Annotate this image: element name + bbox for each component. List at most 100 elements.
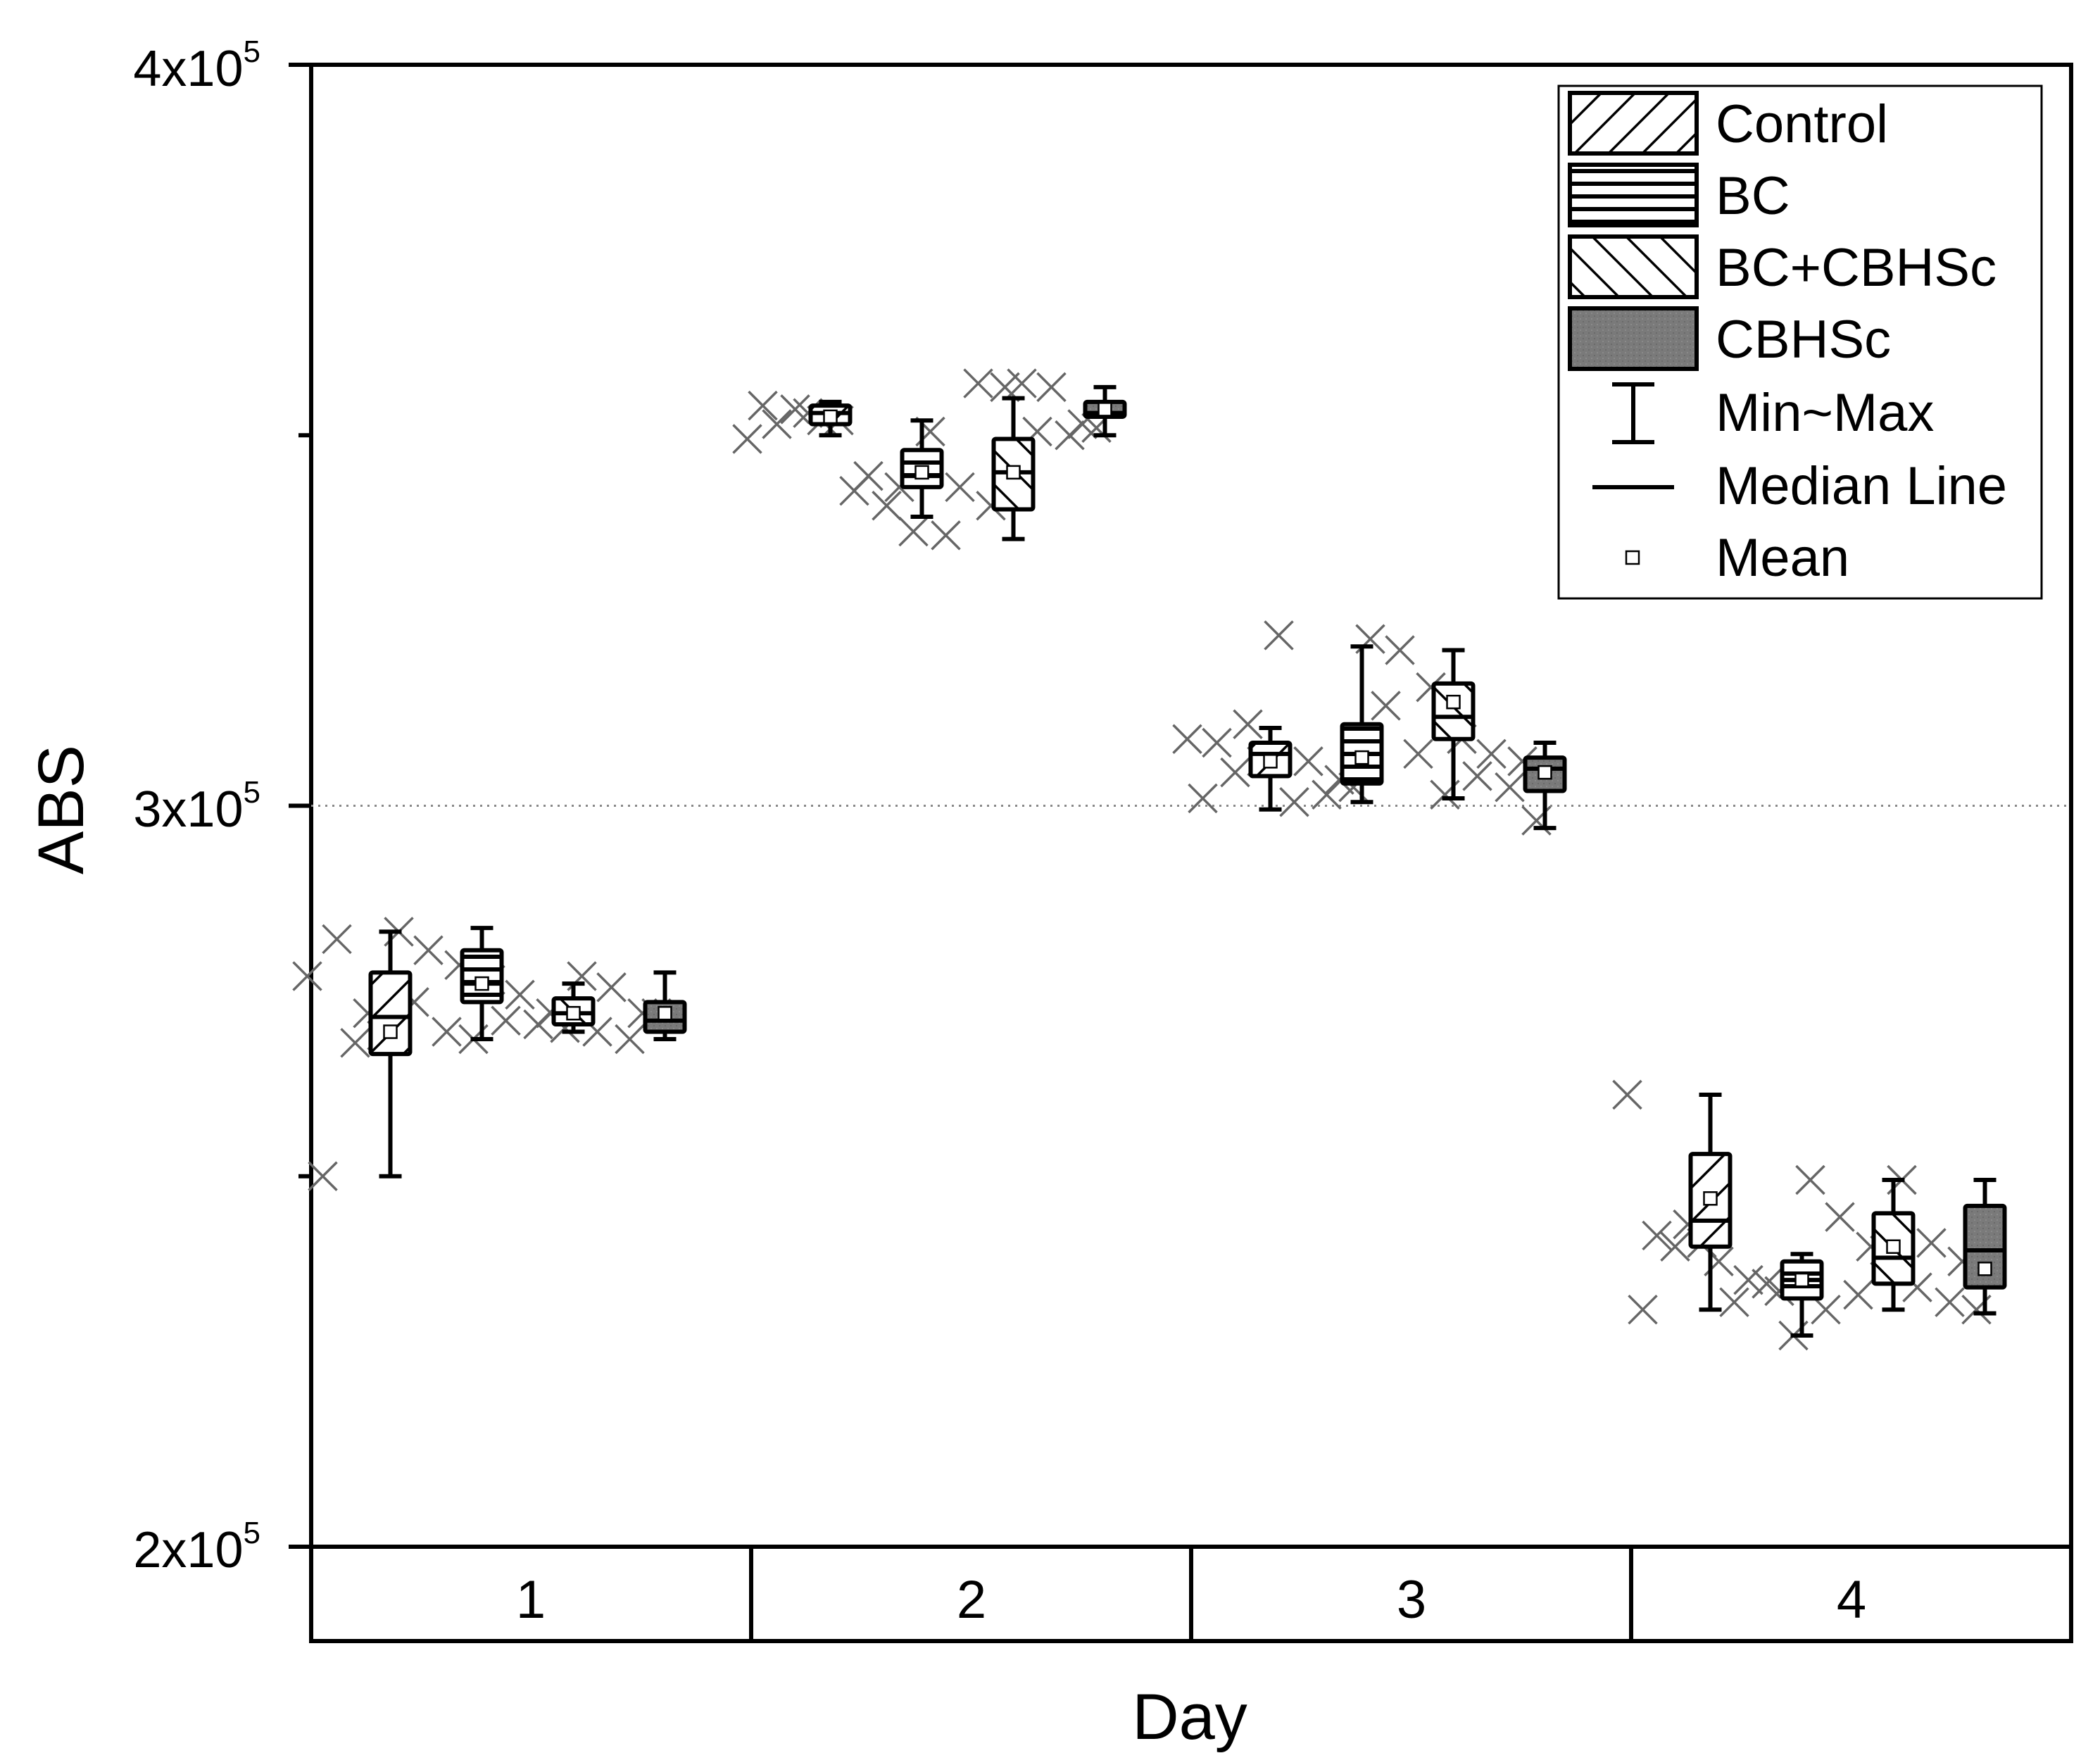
box-cbhsc-day-4 — [1963, 1178, 2007, 1316]
box-bc-day-2 — [900, 418, 944, 520]
data-point-control-day-3 — [1188, 783, 1218, 814]
box-cbhsc-day-3 — [1523, 741, 1567, 831]
data-point-bc-day-4 — [1752, 1269, 1782, 1299]
y-axis-title: ABS — [25, 745, 97, 874]
legend-swatch-cbhsc — [1568, 306, 1699, 371]
box-cbhsc-day-2 — [1083, 384, 1127, 438]
mean-marker — [1446, 694, 1461, 710]
box-body-bc — [460, 948, 504, 1005]
data-point-control-day-2 — [748, 390, 778, 421]
data-point-control-day-4 — [1612, 1079, 1642, 1110]
data-point-bc-cbhsc-day-1 — [523, 1009, 553, 1040]
legend-swatch-bccbhsc — [1568, 234, 1699, 299]
legend-label-minmax: Min~Max — [1716, 383, 1934, 443]
data-point-control-day-3 — [1220, 757, 1250, 788]
y-tick-label-300000: 3x105 — [133, 775, 260, 838]
box-bc-day-3 — [1340, 644, 1384, 805]
box-bc-cbhsc-day-2 — [991, 396, 1036, 541]
day-label-4: 4 — [1837, 1570, 1866, 1630]
day-label-1: 1 — [516, 1570, 546, 1630]
data-point-bc-day-2 — [839, 475, 869, 506]
data-point-bc-day-3 — [1279, 787, 1309, 817]
mean-marker — [474, 976, 489, 991]
legend-label-bc: BC — [1716, 166, 1790, 226]
data-point-bc-day-3 — [1264, 620, 1294, 651]
data-point-control-day-1 — [340, 1028, 370, 1058]
data-point-bc-cbhsc-day-3 — [1371, 691, 1401, 721]
data-point-cbhsc-day-2 — [1055, 420, 1085, 451]
mean-marker — [823, 409, 838, 425]
mean-marker — [1006, 465, 1021, 480]
data-point-bc-day-2 — [872, 490, 902, 521]
data-point-bc-cbhsc-day-2 — [963, 368, 993, 398]
data-point-bc-cbhsc-day-1 — [491, 1005, 521, 1036]
data-point-bc-cbhsc-day-2 — [931, 520, 961, 551]
data-point-control-day-3 — [1172, 724, 1202, 755]
mean-marker — [1263, 754, 1278, 769]
legend-swatch-control — [1568, 91, 1699, 156]
data-point-cbhsc-day-2 — [1036, 372, 1067, 403]
mean-marker — [1794, 1272, 1809, 1288]
data-point-bc-cbhsc-day-4 — [1795, 1164, 1825, 1195]
data-point-cbhsc-day-3 — [1495, 772, 1525, 803]
day-label-2: 2 — [957, 1570, 986, 1630]
data-point-control-day-1 — [308, 1161, 338, 1191]
data-point-cbhsc-day-1 — [615, 1024, 645, 1055]
mean-marker — [566, 1005, 581, 1021]
data-point-bc-cbhsc-day-2 — [945, 472, 975, 503]
mean-marker — [1538, 765, 1552, 780]
box-body-control — [368, 970, 413, 1057]
box-control-day-3 — [1248, 725, 1293, 812]
data-point-bc-day-2 — [898, 516, 929, 547]
data-point-cbhsc-day-4 — [1916, 1228, 1947, 1258]
box-control-day-1 — [368, 929, 413, 1179]
data-point-control-day-4 — [1628, 1294, 1658, 1325]
data-point-bc-day-1 — [413, 935, 444, 965]
legend-mean-symbol — [1625, 550, 1640, 565]
mean-marker — [658, 1005, 672, 1021]
box-control-day-4 — [1688, 1092, 1733, 1312]
mean-marker — [1098, 402, 1112, 417]
legend-minmax-symbol — [1612, 382, 1654, 444]
data-point-control-day-2 — [762, 409, 792, 439]
box-cbhsc-day-1 — [643, 970, 687, 1042]
legend: Control BC BC+CBHSc CBHSc Min~Max Median… — [1557, 84, 2043, 600]
y-tick-label-400000: 4x105 — [133, 34, 260, 97]
box-bc-cbhsc-day-3 — [1431, 648, 1476, 800]
legend-label-control: Control — [1716, 94, 1888, 154]
mean-marker — [383, 1024, 398, 1039]
legend-swatch-bc — [1568, 163, 1699, 227]
data-point-control-day-4 — [1642, 1220, 1672, 1251]
data-point-cbhsc-day-3 — [1462, 761, 1492, 791]
data-point-control-day-2 — [732, 424, 762, 454]
data-point-bc-cbhsc-day-3 — [1385, 635, 1415, 665]
legend-label-bccbhsc: BC+CBHSc — [1716, 238, 1997, 298]
legend-label-mean: Mean — [1716, 528, 1849, 588]
box-bc-day-4 — [1780, 1252, 1824, 1338]
data-point-cbhsc-day-2 — [1007, 368, 1037, 398]
data-point-bc-day-3 — [1293, 746, 1323, 777]
mean-marker — [1886, 1239, 1901, 1254]
data-point-cbhsc-day-4 — [1935, 1287, 1965, 1317]
data-point-bc-cbhsc-day-4 — [1825, 1202, 1855, 1232]
mean-marker — [1703, 1191, 1718, 1206]
x-category-labels: 1 2 3 4 — [516, 1570, 1866, 1630]
box-bc-day-1 — [460, 926, 504, 1042]
x-axis-title: Day — [1132, 1681, 1247, 1753]
data-point-cbhsc-day-1 — [596, 972, 627, 1003]
day-label-3: 3 — [1397, 1570, 1426, 1630]
y-tick-labels: 2x105 3x105 4x105 — [133, 34, 260, 1578]
data-point-control-day-4 — [1660, 1231, 1690, 1262]
data-point-bc-day-4 — [1733, 1264, 1763, 1295]
data-point-bc-day-3 — [1312, 779, 1342, 810]
y-tick-label-200000: 2x105 — [133, 1516, 260, 1578]
legend-label-median: Median Line — [1716, 456, 2007, 516]
data-point-bc-cbhsc-day-3 — [1403, 739, 1433, 769]
box-control-day-2 — [808, 399, 853, 438]
data-point-bc-day-1 — [432, 1017, 462, 1047]
mean-marker — [1978, 1262, 1992, 1276]
data-point-bc-cbhsc-day-1 — [505, 979, 535, 1010]
data-point-bc-cbhsc-day-4 — [1843, 1279, 1873, 1310]
legend-label-cbhsc: CBHSc — [1716, 310, 1891, 370]
